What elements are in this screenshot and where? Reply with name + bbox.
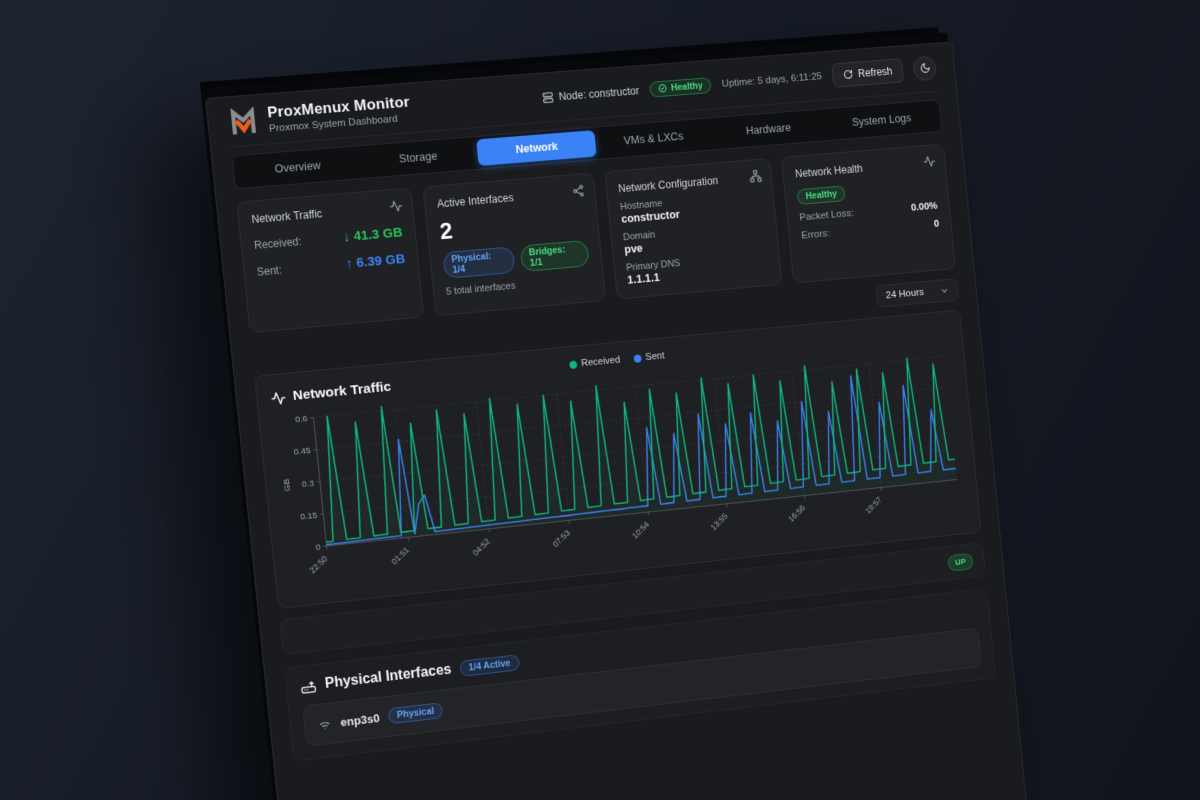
activity-icon — [270, 390, 287, 407]
dashboard-board: ProxMenux Monitor Proxmox System Dashboa… — [205, 41, 1035, 800]
svg-text:GB: GB — [281, 478, 292, 492]
sent-dot — [633, 354, 642, 363]
network-traffic-chart-card: Network Traffic Received Sent 0 0.15 0.3 0.… — [254, 309, 982, 609]
network-configuration-card: Network Configuration Hostname construct… — [603, 157, 783, 300]
svg-text:07:53: 07:53 — [551, 528, 572, 550]
svg-text:0.15: 0.15 — [300, 510, 318, 522]
theme-toggle-button[interactable] — [912, 55, 938, 81]
network-traffic-chart: 0 0.15 0.3 0.45 0.6 22:50 01:51 04:52 07:53 10:54… — [281, 347, 968, 575]
svg-text:01:51: 01:51 — [389, 545, 411, 567]
health-status-badge: Healthy — [796, 185, 846, 206]
sitemap-icon — [749, 169, 763, 183]
interface-type-badge: Physical — [387, 702, 444, 725]
received-dot — [569, 360, 578, 369]
errors-label: Errors: — [800, 228, 831, 242]
tab-hardware[interactable]: Hardware — [710, 112, 827, 147]
interface-name: enp3s0 — [339, 710, 381, 729]
received-value: ↓ 41.3 GB — [342, 224, 404, 245]
svg-text:16:56: 16:56 — [786, 503, 807, 524]
tab-overview[interactable]: Overview — [235, 149, 359, 185]
moon-icon — [919, 62, 931, 74]
active-count-badge: 1/4 Active — [459, 654, 520, 677]
packet-loss-label: Packet Loss: — [799, 208, 855, 224]
physical-count-badge: Physical: 1/4 — [442, 246, 516, 279]
brand: ProxMenux Monitor Proxmox System Dashboa… — [227, 93, 412, 137]
health-badge: Healthy — [649, 76, 712, 98]
svg-text:0.45: 0.45 — [293, 445, 311, 457]
time-range-select[interactable]: 24 Hours — [875, 278, 959, 308]
node-label: Node: constructor — [558, 84, 640, 103]
tab-storage[interactable]: Storage — [357, 140, 479, 176]
tab-network[interactable]: Network — [476, 130, 597, 166]
chart-legend: Received Sent — [569, 351, 665, 370]
received-label: Received: — [253, 234, 303, 252]
card-title: Network Health — [794, 162, 864, 181]
errors-value: 0 — [933, 218, 940, 230]
svg-text:19:57: 19:57 — [863, 495, 883, 516]
uptime-label: Uptime: 5 days, 6:11:25 — [721, 70, 823, 89]
svg-text:0.6: 0.6 — [295, 413, 308, 424]
svg-text:0.3: 0.3 — [301, 478, 314, 489]
node-indicator: Node: constructor — [541, 84, 640, 104]
legend-received: Received — [569, 355, 621, 370]
legend-sent: Sent — [633, 351, 665, 364]
svg-text:10:54: 10:54 — [630, 519, 651, 540]
packet-loss-value: 0.00% — [910, 200, 938, 214]
svg-text:0: 0 — [315, 542, 321, 552]
tab-system-logs[interactable]: System Logs — [824, 103, 939, 138]
up-badge: UP — [947, 552, 974, 572]
sent-value: ↑ 6.39 GB — [345, 251, 406, 272]
chevron-down-icon — [940, 285, 950, 295]
active-interfaces-count: 2 — [438, 217, 454, 245]
network-health-card: Network Health Healthy Packet Loss: 0.00… — [781, 143, 956, 284]
bridges-count-badge: Bridges: 1/1 — [519, 239, 590, 273]
router-icon — [300, 677, 317, 695]
svg-text:13:55: 13:55 — [709, 511, 730, 532]
svg-text:22:50: 22:50 — [307, 553, 329, 575]
header: ProxMenux Monitor Proxmox System Dashboa… — [225, 43, 939, 148]
card-title: Active Interfaces — [436, 191, 515, 211]
proxmenux-logo — [227, 104, 260, 137]
svg-text:04:52: 04:52 — [470, 536, 492, 558]
wifi-icon — [317, 716, 333, 732]
check-circle-icon — [658, 83, 668, 93]
activity-icon — [923, 155, 936, 169]
network-traffic-card: Network Traffic Received: ↓ 41.3 GB Sent… — [236, 187, 425, 334]
server-icon — [541, 91, 554, 104]
section-title: Physical Interfaces — [324, 662, 453, 692]
share-nodes-icon — [571, 184, 585, 198]
refresh-button[interactable]: Refresh — [831, 57, 905, 88]
tab-vms-lxcs[interactable]: VMs & LXCs — [594, 121, 712, 156]
card-title: Network Traffic — [250, 207, 323, 226]
activity-icon — [389, 199, 403, 213]
sent-label: Sent: — [256, 263, 283, 278]
active-interfaces-card: Active Interfaces 2 Physical: 1/4 Bridge… — [422, 172, 606, 317]
refresh-icon — [843, 68, 854, 79]
total-interfaces-note: 5 total interfaces — [445, 280, 517, 298]
